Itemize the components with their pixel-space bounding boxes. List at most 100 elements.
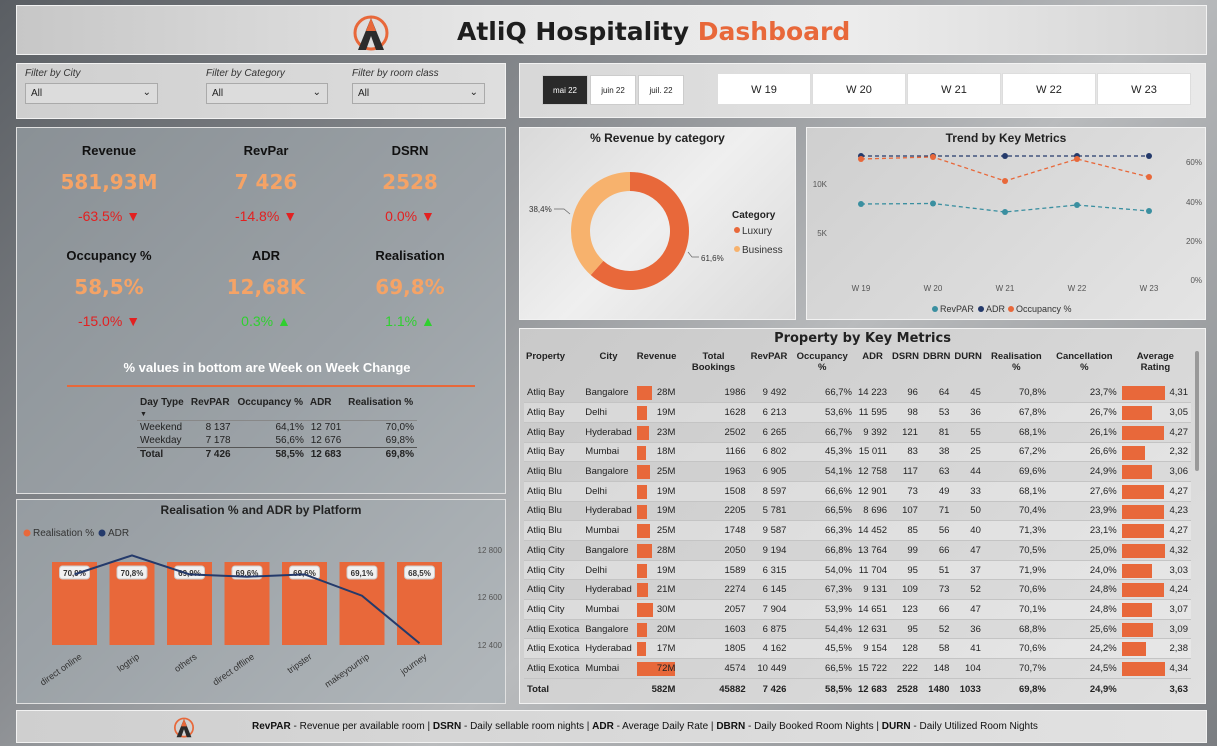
data-point[interactable] (1002, 178, 1008, 184)
column-header[interactable]: Revenue (636, 351, 677, 362)
table-title: Property by Key Metrics (774, 331, 951, 346)
column-header[interactable]: City (599, 351, 618, 362)
cell: 69,8% (1018, 684, 1046, 696)
rating-bar (1121, 662, 1166, 677)
cell: 3,03 (1119, 560, 1191, 581)
cell-value: 4,27 (1169, 525, 1189, 537)
cell-value: 30M (656, 603, 676, 615)
glossary-desc: - Revenue per available room | (290, 721, 433, 732)
data-point[interactable] (930, 200, 936, 207)
table-row[interactable]: Atliq Blu Mumbai 25M 1748 9 587 66,3% 14 452 85… (524, 520, 1191, 541)
column-header[interactable]: Cancellation % (1056, 351, 1113, 373)
column-header[interactable]: Average Rating (1136, 351, 1174, 373)
table-row[interactable]: Atliq Blu Bangalore 25M 1963 6 905 54,1% 12 75… (524, 461, 1191, 482)
donut-data-label: 38,4% (529, 205, 552, 214)
data-point[interactable] (1074, 202, 1080, 208)
cell: 9 154 (854, 638, 891, 660)
table-row[interactable]: Atliq Bay Mumbai 18M 1166 6 802 45,3% 15 011 83… (524, 442, 1191, 463)
rating-bar (1121, 465, 1153, 480)
table-row[interactable]: Atliq Exotica Bangalore 20M 1603 6 875 54,4% 1… (524, 619, 1191, 640)
kpi-value: 12,68K (226, 275, 306, 299)
column-header[interactable]: Total Bookings (691, 351, 736, 373)
chevron-down-icon: ⌄ (312, 87, 321, 98)
column-header[interactable]: Realisation % (991, 351, 1042, 373)
revenue-bar (636, 524, 650, 539)
data-point[interactable] (1146, 174, 1152, 180)
cell-value: 3,06 (1169, 466, 1189, 478)
cell: 95 (890, 560, 921, 581)
week-tile-20[interactable]: W 20 (812, 73, 906, 105)
city-dropdown[interactable]: All ⌄ (25, 83, 158, 104)
data-label: 68,5% (408, 569, 431, 578)
cell: 23,9% (1048, 501, 1120, 522)
down-arrow-icon: ▼ (126, 313, 141, 329)
column-header[interactable]: DURN (954, 351, 982, 362)
cell: 66,7% (789, 383, 855, 404)
cell: 4,31 (1119, 383, 1191, 404)
table-row[interactable]: Atliq Bay Hyderabad 23M 2502 6 265 66,7% 9 392… (524, 422, 1191, 443)
x-tick-label: W 19 (852, 284, 871, 293)
month-tile-juin[interactable]: juin 22 (590, 75, 636, 105)
cell: 44 (952, 461, 984, 482)
cell: 7 426 (762, 684, 787, 696)
week-tile-22[interactable]: W 22 (1002, 73, 1096, 105)
week-tile-23[interactable]: W 23 (1097, 73, 1191, 105)
cell: 7 904 (748, 599, 790, 620)
cell: 1166 (678, 442, 749, 463)
data-point[interactable] (930, 154, 936, 160)
data-point[interactable] (1002, 209, 1008, 215)
data-point[interactable] (1146, 153, 1152, 159)
data-point[interactable] (858, 201, 864, 207)
cell: Atliq City (524, 599, 583, 620)
column-header[interactable]: ADR (309, 397, 332, 408)
column-header[interactable]: Realisation % (348, 397, 414, 408)
table-row[interactable]: Atliq City Delhi 19M 1589 6 315 54,0% 11 704 95… (524, 560, 1191, 581)
month-tile-juil[interactable]: juil. 22 (638, 75, 684, 105)
rating-bar (1121, 386, 1165, 400)
table-row[interactable]: Atliq Bay Bangalore 28M 1986 9 492 66,7% 14 22… (524, 383, 1191, 404)
column-header[interactable]: DSRN (892, 351, 919, 362)
kpi-change: -63.5% ▼ (34, 208, 184, 224)
table-row[interactable]: Atliq Bay Delhi 19M 1628 6 213 53,6% 11 595 98 5… (524, 402, 1191, 423)
data-point[interactable] (1146, 208, 1152, 214)
table-row[interactable]: Atliq City Bangalore 28M 2050 9 194 66,8% 13 7… (524, 540, 1191, 561)
kpi-change-value: -15.0% (77, 313, 123, 329)
cell: 2205 (678, 501, 749, 522)
column-header[interactable]: Property (526, 351, 566, 362)
table-row[interactable]: Atliq City Mumbai 30M 2057 7 904 53,9% 14 651 1… (524, 599, 1191, 620)
column-header[interactable]: ADR (862, 351, 883, 362)
cell: 70,6% (983, 579, 1049, 601)
column-header[interactable]: DBRN (922, 351, 951, 362)
cell: 14 223 (854, 383, 891, 404)
donut-slice-business[interactable] (571, 172, 630, 276)
week-tile-19[interactable]: W 19 (717, 73, 811, 105)
table-row[interactable]: Atliq City Hyderabad 21M 2274 6 145 67,3% 9 13… (524, 579, 1191, 601)
column-header[interactable]: RevPAR (750, 351, 788, 362)
cell: 33 (952, 481, 984, 502)
cell: 54,1% (789, 461, 855, 482)
column-header[interactable]: Day Type ▼ (137, 396, 188, 421)
table-row[interactable]: Atliq Exotica Mumbai 72M 4574 10 449 66,5% 15 … (524, 658, 1191, 679)
room-class-dropdown[interactable]: All ⌄ (352, 83, 485, 104)
cell: 9 131 (854, 579, 891, 601)
table-row[interactable]: Atliq Blu Hyderabad 19M 2205 5 781 66,5% 8 696… (524, 501, 1191, 522)
month-tile-mai[interactable]: mai 22 (542, 75, 588, 105)
data-point[interactable] (858, 156, 864, 162)
column-header[interactable]: RevPAR (190, 397, 230, 408)
table-row[interactable]: Atliq Exotica Hyderabad 17M 1805 4 162 45,5% 9… (524, 638, 1191, 660)
data-point[interactable] (1074, 156, 1080, 162)
kpi-name: RevPar (243, 143, 289, 158)
week-tile-21[interactable]: W 21 (907, 73, 1001, 105)
cell: 8 137 (205, 422, 231, 433)
donut-slice-luxury[interactable] (590, 172, 689, 290)
revenue-bar (636, 603, 653, 618)
cell-value: 2,38 (1169, 643, 1189, 655)
table-row[interactable]: Atliq Blu Delhi 19M 1508 8 597 66,6% 12 901 73 4… (524, 481, 1191, 502)
column-header[interactable]: Occupancy % (237, 397, 304, 408)
column-header[interactable]: Occupancy % (796, 351, 848, 373)
category-dropdown[interactable]: All ⌄ (206, 83, 328, 104)
data-point[interactable] (1002, 153, 1008, 159)
cell: Mumbai (582, 442, 635, 463)
table-scrollbar[interactable] (1195, 351, 1199, 471)
cell: 70,6% (983, 638, 1049, 660)
